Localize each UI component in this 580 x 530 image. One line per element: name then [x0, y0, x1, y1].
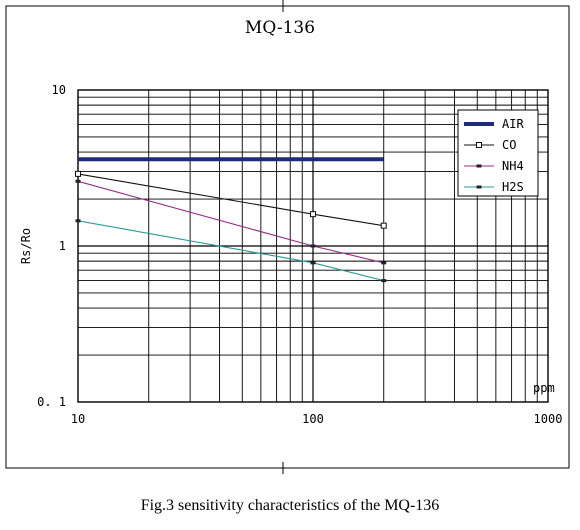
- series-line-nh4: [77, 180, 384, 264]
- chart-title: MQ-136: [245, 18, 315, 38]
- data-point: [381, 261, 387, 265]
- x-tick-label: 10: [71, 412, 85, 426]
- chart-frame: [5, 0, 570, 474]
- legend-marker: [476, 142, 482, 148]
- data-point: [310, 211, 316, 218]
- data-point: [75, 219, 81, 223]
- grid-lines: [78, 90, 548, 402]
- tick-labels: 10 100 1000 10 1 0. 1: [37, 83, 562, 426]
- plot-area-border: [77, 89, 549, 403]
- legend-label-co: CO: [502, 138, 516, 152]
- series-line-h2s: [77, 220, 384, 282]
- data-point: [310, 244, 316, 248]
- legend-label-nh4: NH4: [502, 159, 524, 173]
- data-point: [75, 170, 81, 177]
- legend: AIR CO NH4 H2S: [457, 109, 539, 197]
- series-lines: [75, 157, 387, 283]
- series-h2s: [75, 219, 387, 283]
- series-co: [75, 170, 387, 229]
- y-axis-label: Rs/Ro: [19, 228, 33, 264]
- data-point: [75, 179, 81, 183]
- legend-marker: [476, 164, 482, 168]
- legend-marker: [476, 185, 482, 189]
- legend-label-h2s: H2S: [502, 180, 524, 194]
- y-tick-label: 1: [59, 239, 66, 253]
- series-nh4: [75, 179, 387, 265]
- x-tick-label: 100: [302, 412, 324, 426]
- x-tick-label: 1000: [534, 412, 563, 426]
- y-tick-label: 0. 1: [37, 395, 66, 409]
- outer-frame: [5, 5, 570, 469]
- data-point: [380, 222, 387, 229]
- legend-label-air: AIR: [502, 117, 524, 131]
- data-point: [381, 279, 387, 283]
- plot-border: [77, 89, 549, 403]
- y-tick-label: 10: [52, 83, 66, 97]
- data-point: [310, 261, 316, 265]
- x-axis-label: ppm: [533, 381, 555, 395]
- figure-caption: Fig.3 sensitivity characteristics of the…: [140, 497, 440, 514]
- series-line-co: [77, 173, 384, 227]
